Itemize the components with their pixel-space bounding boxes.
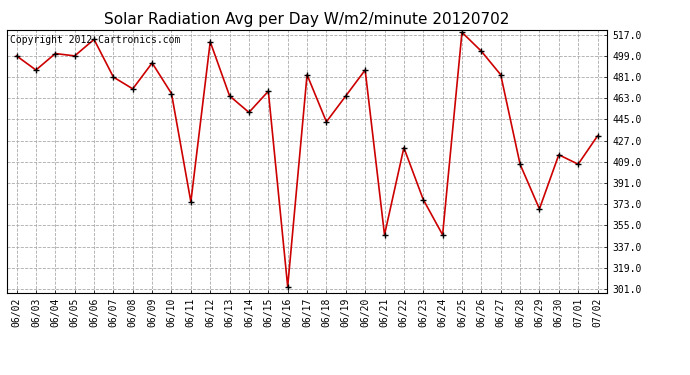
- Text: Copyright 2012 Cartronics.com: Copyright 2012 Cartronics.com: [10, 35, 180, 45]
- Title: Solar Radiation Avg per Day W/m2/minute 20120702: Solar Radiation Avg per Day W/m2/minute …: [104, 12, 510, 27]
